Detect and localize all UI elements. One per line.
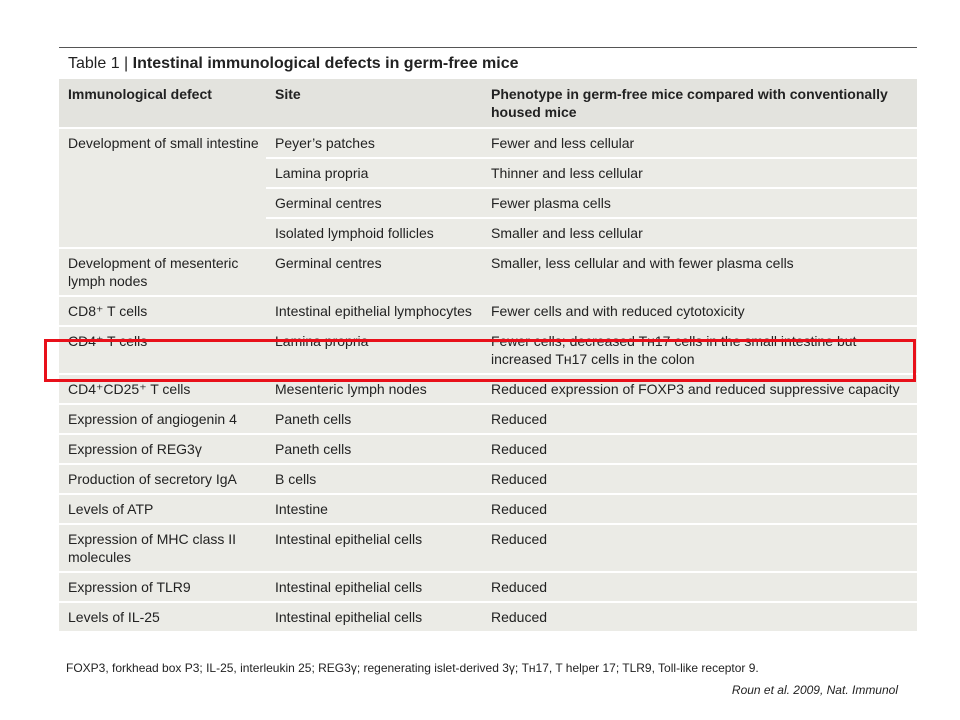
cell-defect: Development of mesenteric lymph nodes: [59, 247, 266, 296]
citation: Roun et al. 2009, Nat. Immunol: [731, 683, 898, 697]
cell-site: Intestine: [266, 493, 482, 524]
table-row: Expression of TLR9 Intestinal epithelial …: [59, 571, 917, 602]
cell-site: Intestinal epithelial cells: [266, 523, 482, 572]
cell-defect: CD4⁺ T cells: [59, 325, 266, 374]
cell-phenotype: Reduced: [482, 523, 917, 572]
cell-phenotype: Reduced expression of FOXP3 and reduced …: [482, 373, 917, 404]
cell-site: Intestinal epithelial cells: [266, 601, 482, 631]
cell-site: Intestinal epithelial lymphocytes: [266, 295, 482, 326]
table-row: Lamina propria Thinner and less cellular: [59, 157, 917, 188]
cell-defect: Expression of REG3γ: [59, 433, 266, 464]
cell-site: Intestinal epithelial cells: [266, 571, 482, 602]
cell-defect: CD8⁺ T cells: [59, 295, 266, 326]
table-figure: Table 1 | Intestinal immunological defec…: [59, 47, 917, 631]
cell-phenotype: Fewer cells and with reduced cytotoxicit…: [482, 295, 917, 326]
table-row: Development of small intestine Peyer’s pa…: [59, 127, 917, 248]
cell-site: Lamina propria: [266, 325, 482, 374]
cell-site: B cells: [266, 463, 482, 494]
table-row: CD4⁺ T cells Lamina propria Fewer cells; d…: [59, 325, 917, 374]
table-row: CD8⁺ T cells Intestinal epithelial lympho…: [59, 295, 917, 326]
table-row: Development of mesenteric lymph nodes Ger…: [59, 247, 917, 296]
table-row: Expression of REG3γ Paneth cells Reduced: [59, 433, 917, 464]
cell-defect: Production of secretory IgA: [59, 463, 266, 494]
cell-phenotype: Thinner and less cellular: [482, 157, 917, 188]
table-row: Germinal centres Fewer plasma cells: [59, 187, 917, 218]
header-defect: Immunological defect: [59, 79, 266, 128]
cell-site: Mesenteric lymph nodes: [266, 373, 482, 404]
cell-phenotype: Reduced: [482, 433, 917, 464]
cell-defect: Development of small intestine: [59, 127, 266, 248]
table-row: Expression of MHC class II molecules Inte…: [59, 523, 917, 572]
footnote: FOXP3, forkhead box P3; IL-25, interleuk…: [66, 661, 759, 675]
cell-phenotype: Reduced: [482, 403, 917, 434]
cell-phenotype: Reduced: [482, 601, 917, 631]
cell-site: Peyer’s patches: [266, 127, 482, 158]
cell-site: Paneth cells: [266, 403, 482, 434]
table-row: Levels of ATP Intestine Reduced: [59, 493, 917, 524]
cell-phenotype: Fewer plasma cells: [482, 187, 917, 218]
table-row: CD4⁺CD25⁺ T cells Mesenteric lymph nodes R…: [59, 373, 917, 404]
cell-phenotype: Smaller and less cellular: [482, 217, 917, 248]
cell-defect: Expression of TLR9: [59, 571, 266, 602]
cell-phenotype: Reduced: [482, 493, 917, 524]
cell-phenotype: Fewer and less cellular: [482, 127, 917, 158]
cell-site: Paneth cells: [266, 433, 482, 464]
cell-defect: Expression of MHC class II molecules: [59, 523, 266, 572]
defects-table: Immunological defect Site Phenotype in g…: [59, 79, 917, 631]
table-row: Expression of angiogenin 4 Paneth cells Re…: [59, 403, 917, 434]
cell-site: Germinal centres: [266, 247, 482, 296]
table-body: Development of small intestine Peyer’s pa…: [59, 127, 917, 631]
cell-defect: Levels of ATP: [59, 493, 266, 524]
top-rule: [59, 47, 917, 48]
cell-site: Isolated lymphoid follicles: [266, 217, 482, 248]
header-row: Immunological defect Site Phenotype in g…: [59, 79, 917, 128]
cell-defect: Levels of IL-25: [59, 601, 266, 631]
cell-defect: Expression of angiogenin 4: [59, 403, 266, 434]
header-site: Site: [266, 79, 482, 128]
cell-phenotype: Reduced: [482, 463, 917, 494]
table-title-main: Intestinal immunological defects in germ…: [132, 55, 519, 72]
table-title: Table 1 | Intestinal immunological defec…: [59, 48, 917, 79]
header-phenotype: Phenotype in germ-free mice compared wit…: [482, 79, 917, 128]
cell-site: Lamina propria: [266, 157, 482, 188]
cell-phenotype: Smaller, less cellular and with fewer pl…: [482, 247, 917, 296]
table-title-prefix: Table 1 |: [68, 55, 133, 72]
table-row: Isolated lymphoid follicles Smaller and l…: [59, 217, 917, 248]
cell-phenotype: Reduced: [482, 571, 917, 602]
cell-site: Germinal centres: [266, 187, 482, 218]
table-row: Production of secretory IgA B cells Reduce…: [59, 463, 917, 494]
cell-defect: CD4⁺CD25⁺ T cells: [59, 373, 266, 404]
table-row: Levels of IL-25 Intestinal epithelial cel…: [59, 601, 917, 631]
cell-phenotype: Fewer cells; decreased Tʜ17 cells in the…: [482, 325, 917, 374]
